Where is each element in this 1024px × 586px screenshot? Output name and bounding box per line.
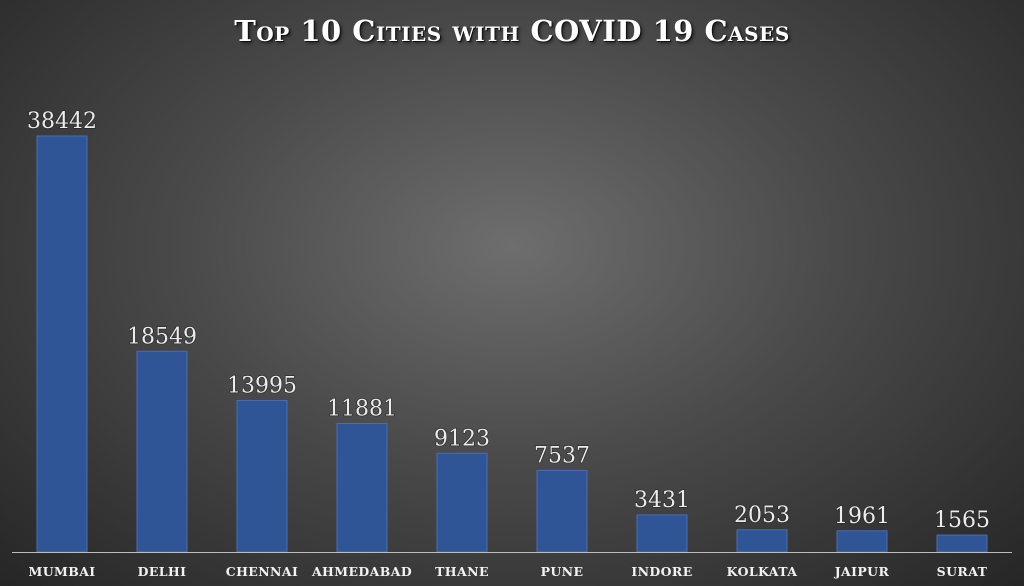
bar-kolkata [736, 529, 788, 553]
bar-pune [536, 469, 588, 553]
data-label-ahmedabad: 11881 [327, 396, 397, 421]
bar-jaipur [836, 530, 888, 553]
chart-title: Top 10 Cities with COVID 19 Cases [234, 14, 790, 48]
x-tick-label-surat: SURAT [937, 564, 988, 579]
x-tick-label-kolkata: KOLKATA [727, 564, 798, 579]
bar-ahmedabad [336, 422, 388, 553]
x-tick-label-mumbai: MUMBAI [28, 564, 95, 579]
data-label-mumbai: 38442 [27, 109, 97, 134]
data-label-chennai: 13995 [227, 374, 297, 399]
data-label-thane: 9123 [434, 426, 490, 451]
bar-delhi [136, 350, 188, 553]
bar-surat [936, 534, 988, 553]
bar-mumbai [36, 135, 88, 553]
tick-label-group: MUMBAI DELHI CHENNAI AHMEDABAD THANE PUNE INDO… [28, 564, 987, 579]
x-tick-label-thane: THANE [435, 564, 489, 579]
x-tick-label-indore: INDORE [631, 564, 692, 579]
bar-group [36, 135, 988, 553]
bar-chennai [236, 400, 288, 553]
bar-indore [636, 514, 688, 553]
data-label-surat: 1565 [934, 508, 990, 533]
bar-thane [436, 452, 488, 553]
data-label-pune: 7537 [534, 443, 590, 468]
x-tick-label-pune: PUNE [541, 564, 584, 579]
x-tick-label-ahmedabad: AHMEDABAD [311, 564, 412, 579]
data-label-kolkata: 2053 [734, 503, 790, 528]
x-tick-label-chennai: CHENNAI [226, 564, 298, 579]
x-tick-label-delhi: DELHI [138, 564, 187, 579]
data-label-jaipur: 1961 [834, 504, 890, 529]
data-label-indore: 3431 [634, 488, 690, 513]
x-tick-label-jaipur: JAIPUR [834, 564, 890, 579]
data-label-delhi: 18549 [127, 324, 197, 349]
data-label-group: 38442 18549 13995 11881 9123 7537 3431 2053 1961… [26, 108, 990, 533]
